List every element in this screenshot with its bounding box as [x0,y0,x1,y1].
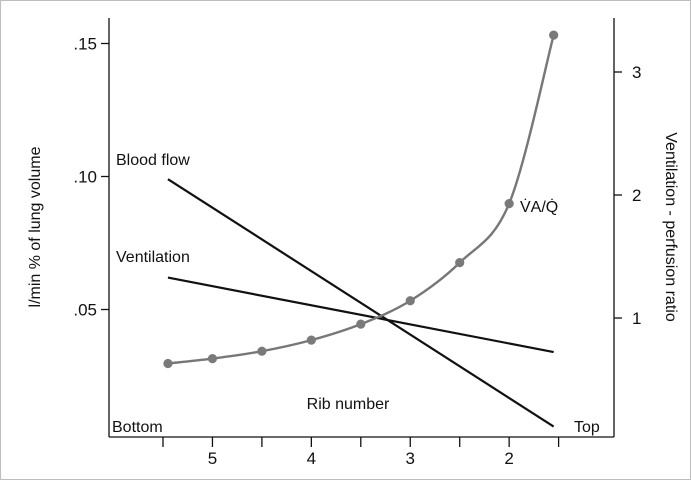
right-y-tick-label: 1 [632,309,641,328]
axes [108,18,615,438]
right-y-axis-title: Ventilation - perfusion ratio [662,132,679,322]
labels-layer: l/min % of lung volume Ventilation - per… [27,132,679,436]
x-tick-label: 2 [504,449,513,468]
series-line-1 [167,276,554,354]
data-point-marker [356,319,366,329]
right-y-tick-label: 2 [632,186,641,205]
right-y-tick-label: 3 [632,63,641,82]
data-point-marker [504,199,514,209]
data-point-marker [207,353,218,364]
data-point-marker [306,335,316,345]
x-axis-bottom-label: Bottom [112,419,163,436]
left-y-tick-label: .10 [73,168,97,187]
x-tick-label: 4 [307,449,316,468]
x-tick-label: 5 [208,449,217,468]
tick-marks: 5 4 3 2 .15 .10 .05 3 2 1 [73,35,641,469]
x-axis-top-label: Top [574,419,600,436]
series-label-ventilation: Ventilation [116,249,190,266]
x-tick-label: 3 [406,449,415,468]
left-y-tick-label: .15 [73,35,97,54]
series-layer [163,30,559,428]
x-axis-title: Rib number [307,396,390,413]
data-point-marker [549,30,559,40]
series-label-va-q: V̇A/Q̇ [520,198,558,216]
left-y-axis-title: l/min % of lung volume [27,146,44,307]
data-point-marker [257,346,267,356]
data-point-marker [405,296,415,306]
left-y-tick-label: .05 [73,301,97,320]
data-point-marker [455,258,465,268]
data-point-marker [163,358,173,369]
series-line-0 [167,178,555,428]
series-label-blood-flow: Blood flow [116,152,190,169]
